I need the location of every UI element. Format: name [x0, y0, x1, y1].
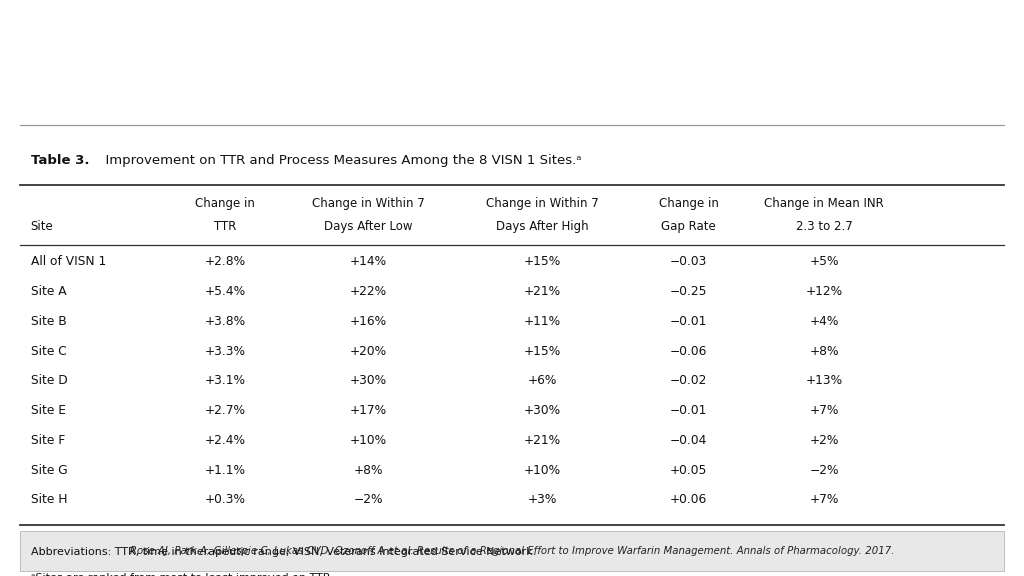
- Text: +21%: +21%: [524, 434, 561, 447]
- Text: +2.7%: +2.7%: [205, 404, 246, 417]
- Text: ᵃSites are ranked from most to least improved on TTR.: ᵃSites are ranked from most to least imp…: [31, 573, 334, 576]
- Text: +10%: +10%: [350, 434, 387, 447]
- Text: Site: Site: [31, 221, 53, 233]
- Text: +2%: +2%: [810, 434, 839, 447]
- Text: Gap Rate: Gap Rate: [662, 221, 716, 233]
- Text: 2.3 to 2.7: 2.3 to 2.7: [796, 221, 853, 233]
- Text: Site F: Site F: [31, 434, 65, 447]
- Text: Improvement on TTR and Process Measures Among the 8 VISN 1 Sites.ᵃ: Improvement on TTR and Process Measures …: [97, 154, 582, 167]
- Text: Change in Mean INR: Change in Mean INR: [765, 197, 884, 210]
- Text: +5.4%: +5.4%: [205, 285, 246, 298]
- Text: +3%: +3%: [528, 494, 557, 506]
- Text: +15%: +15%: [524, 255, 561, 268]
- Text: +21%: +21%: [524, 285, 561, 298]
- Text: ACCII Study: Outcome Measures: ACCII Study: Outcome Measures: [133, 31, 891, 73]
- Text: +30%: +30%: [350, 374, 387, 388]
- Text: +13%: +13%: [806, 374, 843, 388]
- Text: +8%: +8%: [810, 344, 839, 358]
- Text: +8%: +8%: [354, 464, 383, 477]
- FancyBboxPatch shape: [20, 531, 1004, 571]
- Text: +30%: +30%: [524, 404, 561, 417]
- Text: +4%: +4%: [810, 315, 839, 328]
- Text: Site B: Site B: [31, 315, 67, 328]
- Text: −0.01: −0.01: [670, 404, 708, 417]
- Text: +14%: +14%: [350, 255, 387, 268]
- Text: +22%: +22%: [350, 285, 387, 298]
- Text: −0.04: −0.04: [670, 434, 708, 447]
- Text: +5%: +5%: [810, 255, 839, 268]
- Text: +11%: +11%: [524, 315, 561, 328]
- Text: +6%: +6%: [528, 374, 557, 388]
- Text: +15%: +15%: [524, 344, 561, 358]
- Text: Site C: Site C: [31, 344, 67, 358]
- Text: Site E: Site E: [31, 404, 66, 417]
- Text: Site G: Site G: [31, 464, 68, 477]
- Text: All of VISN 1: All of VISN 1: [31, 255, 105, 268]
- Text: +2.4%: +2.4%: [205, 434, 246, 447]
- Text: +7%: +7%: [810, 494, 839, 506]
- Text: −0.25: −0.25: [670, 285, 708, 298]
- Text: Rose AJ, Park A, Gillespie C, Lukas CVD, Ozonoff A et al. Results of a Regional : Rose AJ, Park A, Gillespie C, Lukas CVD,…: [130, 546, 894, 556]
- Text: −0.01: −0.01: [670, 315, 708, 328]
- Text: −2%: −2%: [354, 494, 383, 506]
- Text: −0.02: −0.02: [670, 374, 708, 388]
- Text: Change in Within 7: Change in Within 7: [486, 197, 599, 210]
- Text: Site D: Site D: [31, 374, 68, 388]
- Text: +0.05: +0.05: [670, 464, 708, 477]
- Text: −0.03: −0.03: [670, 255, 708, 268]
- Text: +12%: +12%: [806, 285, 843, 298]
- Text: +1.1%: +1.1%: [205, 464, 246, 477]
- Text: +17%: +17%: [350, 404, 387, 417]
- Text: +10%: +10%: [524, 464, 561, 477]
- Text: Site A: Site A: [31, 285, 67, 298]
- Text: Change in Within 7: Change in Within 7: [312, 197, 425, 210]
- Text: Site H: Site H: [31, 494, 68, 506]
- Text: +3.1%: +3.1%: [205, 374, 246, 388]
- Text: +7%: +7%: [810, 404, 839, 417]
- Text: Abbreviations: TTR, time in therapeutic range; VISN, Veterans Integrated Service: Abbreviations: TTR, time in therapeutic …: [31, 547, 537, 558]
- Text: −2%: −2%: [810, 464, 839, 477]
- Text: +20%: +20%: [350, 344, 387, 358]
- Text: Change in: Change in: [196, 197, 255, 210]
- Text: +0.3%: +0.3%: [205, 494, 246, 506]
- Text: Days After Low: Days After Low: [325, 221, 413, 233]
- Text: +0.06: +0.06: [670, 494, 708, 506]
- Text: Days After High: Days After High: [497, 221, 589, 233]
- Text: +3.8%: +3.8%: [205, 315, 246, 328]
- Text: −0.06: −0.06: [670, 344, 708, 358]
- Text: Change in: Change in: [658, 197, 719, 210]
- Text: +16%: +16%: [350, 315, 387, 328]
- Text: +2.8%: +2.8%: [205, 255, 246, 268]
- Text: +3.3%: +3.3%: [205, 344, 246, 358]
- Text: TTR: TTR: [214, 221, 237, 233]
- Text: Table 3.: Table 3.: [31, 154, 89, 167]
